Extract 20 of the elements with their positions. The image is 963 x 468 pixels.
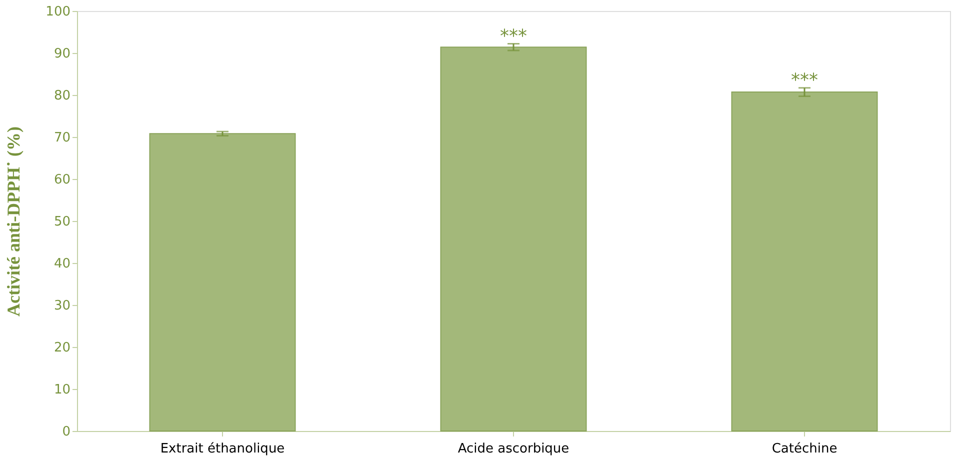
bar <box>731 92 878 432</box>
bar <box>440 46 587 432</box>
x-tick-label: Catéchine <box>772 442 838 456</box>
x-tick-label: Acide ascorbique <box>458 442 570 456</box>
y-tick-label: 90 <box>54 46 70 62</box>
y-tick-label: 0 <box>62 424 70 440</box>
y-tick-label: 10 <box>54 382 70 398</box>
y-tick-label: 50 <box>54 214 70 230</box>
y-tick-label: 20 <box>54 340 70 356</box>
y-axis-title: Activité anti-DPPH˙ (%) <box>4 126 24 316</box>
y-tick-label: 60 <box>54 172 70 188</box>
y-tick-label: 80 <box>54 88 70 104</box>
annotation: *** <box>500 26 527 47</box>
x-tick-label: Extrait éthanolique <box>160 442 285 456</box>
annotation: *** <box>791 70 818 91</box>
bar <box>149 133 296 432</box>
y-tick-label: 30 <box>54 298 70 314</box>
y-tick-label: 70 <box>54 130 70 146</box>
y-tick-label: 40 <box>54 256 70 272</box>
y-tick-label: 100 <box>46 4 70 20</box>
